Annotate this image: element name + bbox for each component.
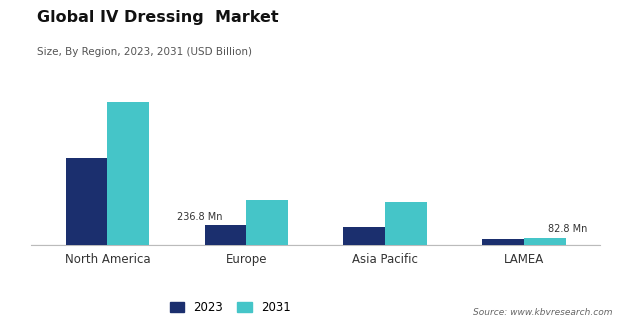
Text: 82.8 Mn: 82.8 Mn	[548, 224, 587, 234]
Bar	[204, 225, 246, 245]
Bar	[524, 238, 566, 245]
Bar	[246, 200, 288, 245]
Text: Global IV Dressing  Market: Global IV Dressing Market	[37, 10, 279, 25]
Text: 236.8 Mn: 236.8 Mn	[177, 212, 223, 222]
Bar	[344, 227, 385, 245]
Text: Source: www.kbvresearch.com: Source: www.kbvresearch.com	[474, 308, 613, 317]
Legend: 2023, 2031: 2023, 2031	[165, 296, 295, 319]
Bar	[385, 202, 427, 245]
Bar	[66, 158, 107, 245]
Bar	[482, 239, 524, 245]
Bar	[107, 102, 149, 245]
Text: Size, By Region, 2023, 2031 (USD Billion): Size, By Region, 2023, 2031 (USD Billion…	[37, 47, 252, 57]
